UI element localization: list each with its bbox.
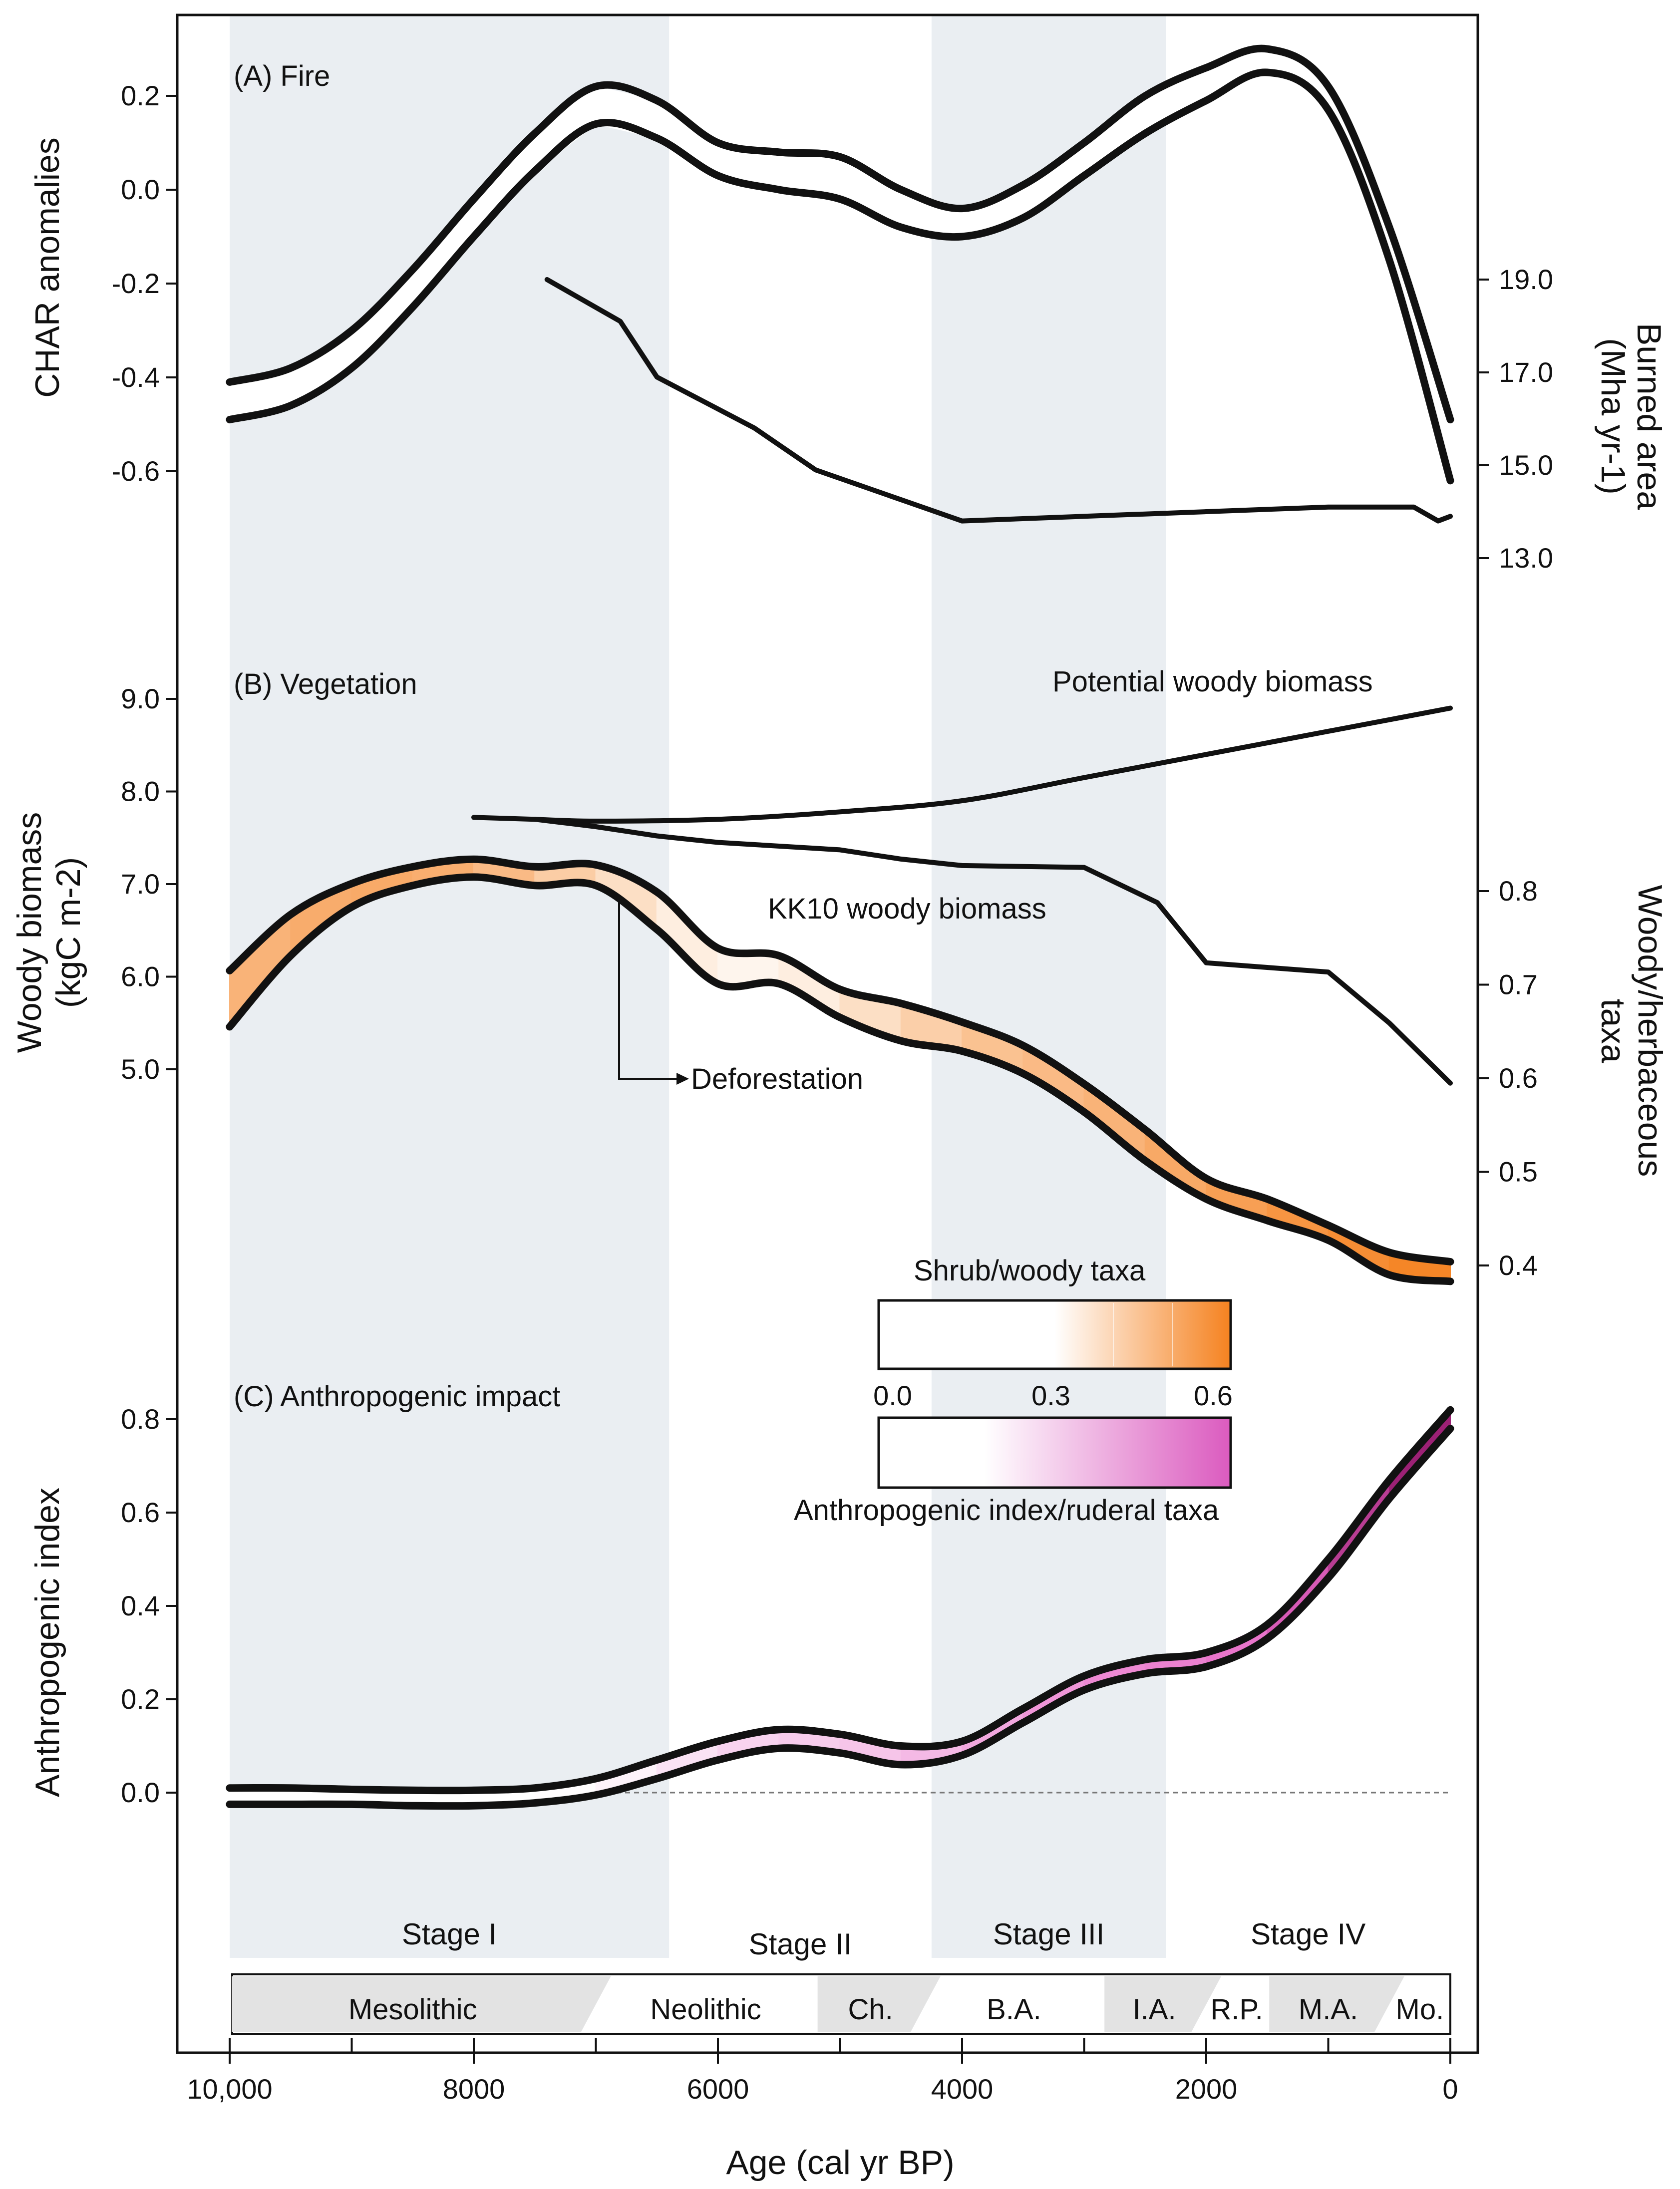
- colorbar-pink: [877, 1416, 1232, 1489]
- x-axis-tick-label: 6000: [687, 2073, 749, 2105]
- woody-herbaceous-taxa-band-lower-bound: [226, 873, 1454, 1285]
- burned-area-line: [544, 277, 1453, 524]
- y-axis-title-anthropogenic-index: Anthropogenic index: [28, 1488, 66, 1797]
- potential-woody-biomass-line: [532, 705, 1453, 824]
- annotation-kk10-woody-biomass: KK10 woody biomass: [768, 893, 1046, 925]
- y-axis-woody-biomass-tick-label: 8.0: [121, 776, 160, 807]
- colorbar-tick-label: 0.6: [1194, 1380, 1233, 1411]
- period-label-1: Neolithic: [650, 1993, 761, 2026]
- anthropogenic-index-band-lower-bound: [226, 1425, 1454, 1810]
- kk10-woody-biomass-line: [471, 815, 1453, 1086]
- panel-label-vegetation: (B) Vegetation: [234, 668, 417, 700]
- stage-band-3: [931, 16, 1166, 1958]
- y2-axis-title-woody-herbaceous: Woody/herbaceous: [1631, 885, 1669, 1177]
- y2-axis-burned-area-tick-label: 17.0: [1499, 356, 1553, 388]
- x-axis-title: Age (cal yr BP): [726, 2144, 954, 2182]
- panel-label-anthropogenic: (C) Anthropogenic impact: [234, 1380, 560, 1413]
- x-axis-tick-label: 2000: [1175, 2073, 1238, 2105]
- woody-herbaceous-taxa-band-upper-bound: [226, 855, 1454, 1265]
- y-axis-woody-biomass-tick-label: 9.0: [121, 683, 160, 714]
- y-axis-char-tick-label: -0.4: [112, 361, 160, 393]
- axes-layer: -0.6 -0.4 -0.2 0.0 0.2 13.0 15.0 17.0 19.0 5.0 6.0…: [112, 80, 1554, 2105]
- y2-axis-woody-herbaceous-tick-label: 0.4: [1499, 1250, 1538, 1281]
- y-axis-woody-biomass-tick-label: 5.0: [121, 1053, 160, 1085]
- stage-label-1: Stage I: [402, 1917, 497, 1951]
- y2-axis-burned-area-tick-label: 13.0: [1499, 542, 1553, 574]
- stage-label-4: Stage IV: [1251, 1917, 1365, 1951]
- y-axis-char-tick-label: 0.2: [121, 80, 160, 111]
- period-label-4: I.A.: [1133, 1993, 1176, 2026]
- cultural-period-bar: Mesolithic Neolithic Ch. B.A. I.A. R.P. M.A. Mo…: [231, 1973, 1451, 2035]
- period-shade-6: [1269, 1976, 1404, 2032]
- panel-label-fire: (A) Fire: [234, 60, 330, 92]
- colorbar-orange-title: Shrub/woody taxa: [914, 1254, 1146, 1287]
- y2-axis-burned-area-tick-label: 19.0: [1499, 264, 1553, 295]
- anthropogenic-index-band-upper-bound: [226, 1406, 1454, 1795]
- y2-axis-title-burned-area-units: (Mha yr-1): [1594, 338, 1632, 495]
- y-axis-title-char: CHAR anomalies: [28, 137, 66, 398]
- y-axis-anthropogenic-tick-label: 0.4: [121, 1590, 160, 1621]
- stage-label-2: Stage II: [749, 1927, 852, 1961]
- char-anomalies-band-lower-bound: [226, 68, 1454, 485]
- y-axis-woody-biomass-tick-label: 6.0: [121, 961, 160, 992]
- deforestation-arrow-line: [618, 899, 681, 1080]
- period-label-3: B.A.: [987, 1993, 1041, 2026]
- y-axis-woody-biomass-tick-label: 7.0: [121, 868, 160, 900]
- y-axis-anthropogenic-tick-label: 0.6: [121, 1497, 160, 1528]
- stage-label-3: Stage III: [993, 1917, 1104, 1951]
- y-axis-anthropogenic-tick-label: 0.8: [121, 1403, 160, 1435]
- x-axis-tick-label: 10,000: [187, 2073, 272, 2105]
- woody-herbaceous-taxa-band: [226, 855, 1454, 1285]
- char-anomalies-band: [226, 44, 1454, 485]
- plot-frame: [176, 13, 1479, 2054]
- stage-shading: Stage I Stage II Stage III Stage IV: [230, 16, 1365, 1961]
- y-axis-char-tick-label: -0.6: [112, 455, 160, 487]
- y2-axis-woody-herbaceous-tick-label: 0.8: [1499, 875, 1538, 907]
- y-axis-title-woody-biomass-units: (kgC m-2): [49, 857, 87, 1008]
- y2-axis-woody-herbaceous-tick-label: 0.7: [1499, 969, 1538, 1000]
- y-axis-title-woody-biomass: Woody biomass: [10, 812, 48, 1053]
- colorbar-orange: [877, 1299, 1232, 1370]
- y2-axis-woody-herbaceous-tick-label: 0.6: [1499, 1062, 1538, 1094]
- period-label-6: M.A.: [1299, 1993, 1358, 2026]
- y2-axis-title-burned-area: Burned area: [1630, 323, 1668, 510]
- period-label-0: Mesolithic: [348, 1993, 477, 2026]
- y2-axis-title-taxa: taxa: [1594, 999, 1632, 1063]
- period-shade-2: [817, 1976, 941, 2032]
- y-axis-anthropogenic-tick-label: 0.0: [121, 1777, 160, 1808]
- colorbar-tick-label: 0.0: [873, 1380, 912, 1411]
- period-label-5: R.P.: [1210, 1993, 1263, 2026]
- y2-axis-woody-herbaceous-tick-label: 0.5: [1499, 1156, 1538, 1188]
- colorbar-tick-label: 0.3: [1031, 1380, 1070, 1411]
- anthropogenic-index-band: [226, 1406, 1454, 1810]
- period-shade-4: [1104, 1976, 1221, 2032]
- period-shade-0: [232, 1976, 611, 2032]
- x-axis-tick-label: 8000: [443, 2073, 505, 2105]
- char-anomalies-band-upper-bound: [226, 44, 1454, 424]
- y-axis-anthropogenic-tick-label: 0.2: [121, 1683, 160, 1715]
- annotation-deforestation: Deforestation: [691, 1063, 863, 1095]
- deforestation-arrow-head: [676, 1073, 689, 1085]
- x-axis-tick-label: 0: [1442, 2073, 1458, 2105]
- colorbar-pink-title: Anthropogenic index/ruderal taxa: [794, 1494, 1219, 1527]
- y2-axis-burned-area-tick-label: 15.0: [1499, 449, 1553, 481]
- stage-band-1: [230, 16, 670, 1958]
- y-axis-char-tick-label: 0.0: [121, 174, 160, 205]
- period-label-7: Mo.: [1396, 1993, 1444, 2026]
- y-axis-char-tick-label: -0.2: [112, 268, 160, 299]
- series-layer: [226, 44, 1454, 1810]
- annotation-potential-woody-biomass: Potential woody biomass: [1052, 665, 1373, 698]
- period-label-2: Ch.: [848, 1993, 893, 2026]
- x-axis-tick-label: 4000: [931, 2073, 994, 2105]
